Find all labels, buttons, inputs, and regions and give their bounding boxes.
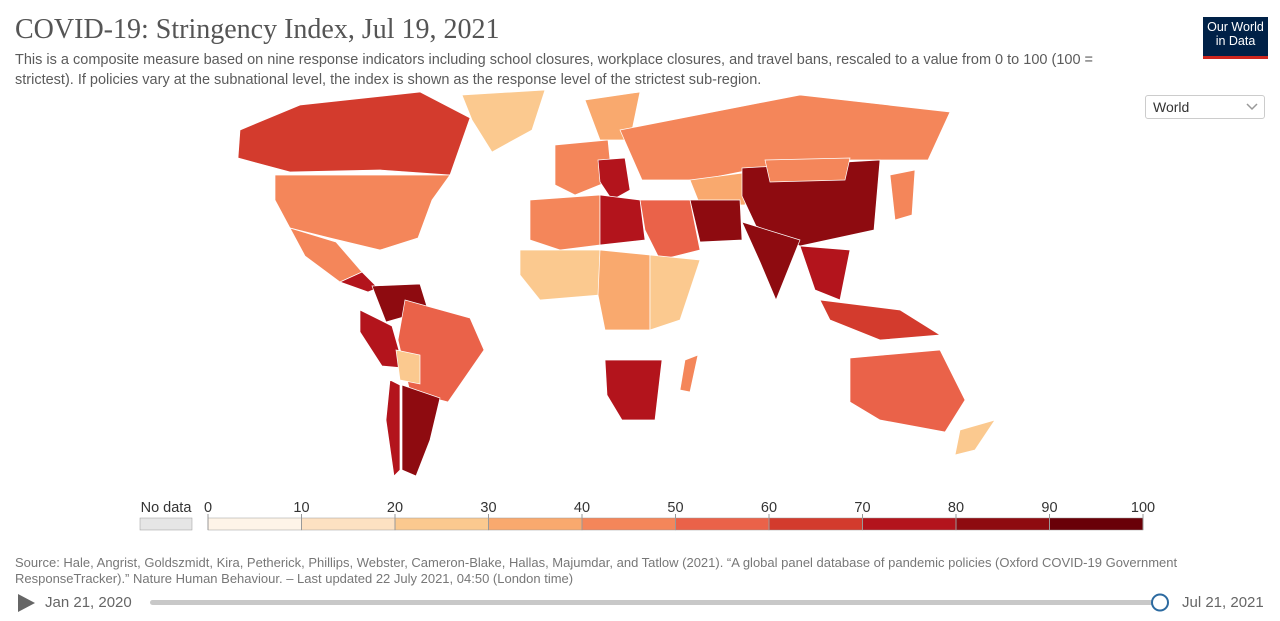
country xyxy=(679,354,699,393)
legend-swatch xyxy=(1049,517,1144,531)
country xyxy=(395,349,421,385)
country xyxy=(597,249,651,331)
legend-tick-label: 60 xyxy=(761,500,777,516)
legend-tick-label: 40 xyxy=(574,500,590,516)
legend-tick-label: 0 xyxy=(204,500,212,516)
slider-track xyxy=(150,600,1160,605)
country xyxy=(554,139,613,196)
country xyxy=(604,359,663,421)
legend-tick-label: 100 xyxy=(1131,500,1155,516)
country xyxy=(689,199,743,243)
map: No data 0 10 20 30 40 50 60 70 80 90 100 xyxy=(139,89,1155,531)
country xyxy=(689,171,751,206)
region-select-label: World xyxy=(1153,99,1190,115)
subtitle: This is a composite measure based on nin… xyxy=(15,52,1094,88)
country xyxy=(529,194,601,251)
legend-tick-label: 10 xyxy=(293,500,309,516)
legend-swatch xyxy=(768,517,863,531)
legend-swatch xyxy=(581,517,676,531)
legend-swatch xyxy=(955,517,1050,531)
country xyxy=(274,174,451,251)
country xyxy=(599,194,646,246)
country xyxy=(237,91,471,176)
legend-tick-label: 20 xyxy=(387,500,403,516)
legend-no-data-label: No data xyxy=(141,500,193,516)
logo[interactable]: Our World in Data xyxy=(1203,17,1268,59)
legend-swatch xyxy=(207,517,302,531)
legend-swatch xyxy=(862,517,957,531)
legend-tick-label: 90 xyxy=(1041,500,1057,516)
legend-swatch xyxy=(488,517,583,531)
timeline-start: Jan 21, 2020 xyxy=(45,594,132,611)
legend-no-data-swatch xyxy=(139,517,193,531)
country xyxy=(385,379,401,477)
play-button[interactable] xyxy=(15,592,37,614)
country xyxy=(397,299,485,403)
legend-tick-label: 70 xyxy=(854,500,870,516)
timeline-end: Jul 21, 2021 xyxy=(1182,594,1264,611)
country xyxy=(597,157,631,201)
title: COVID-19: Stringency Index, Jul 19, 2021 xyxy=(15,14,500,45)
legend-swatch xyxy=(675,517,770,531)
country xyxy=(639,199,701,261)
country xyxy=(649,254,701,331)
country xyxy=(799,245,851,301)
legend-swatch xyxy=(394,517,489,531)
country xyxy=(764,157,851,183)
country xyxy=(461,89,546,153)
timeline-slider[interactable] xyxy=(145,590,1175,615)
slider-handle[interactable] xyxy=(1151,593,1169,612)
legend-tick-label: 30 xyxy=(480,500,496,516)
country xyxy=(741,221,801,301)
country xyxy=(619,94,951,181)
region-select[interactable]: World xyxy=(1145,95,1265,119)
country xyxy=(889,169,916,221)
legend-swatch xyxy=(301,517,396,531)
legend-tick-label: 50 xyxy=(667,500,683,516)
country xyxy=(359,309,405,369)
legend-tick-label: 80 xyxy=(948,500,964,516)
source: Source: Hale, Angrist, Goldszmidt, Kira,… xyxy=(15,555,1178,586)
country xyxy=(401,384,441,477)
chevron xyxy=(1246,103,1258,111)
country xyxy=(819,299,942,341)
country xyxy=(954,419,996,456)
country xyxy=(849,349,966,433)
country xyxy=(519,249,601,301)
